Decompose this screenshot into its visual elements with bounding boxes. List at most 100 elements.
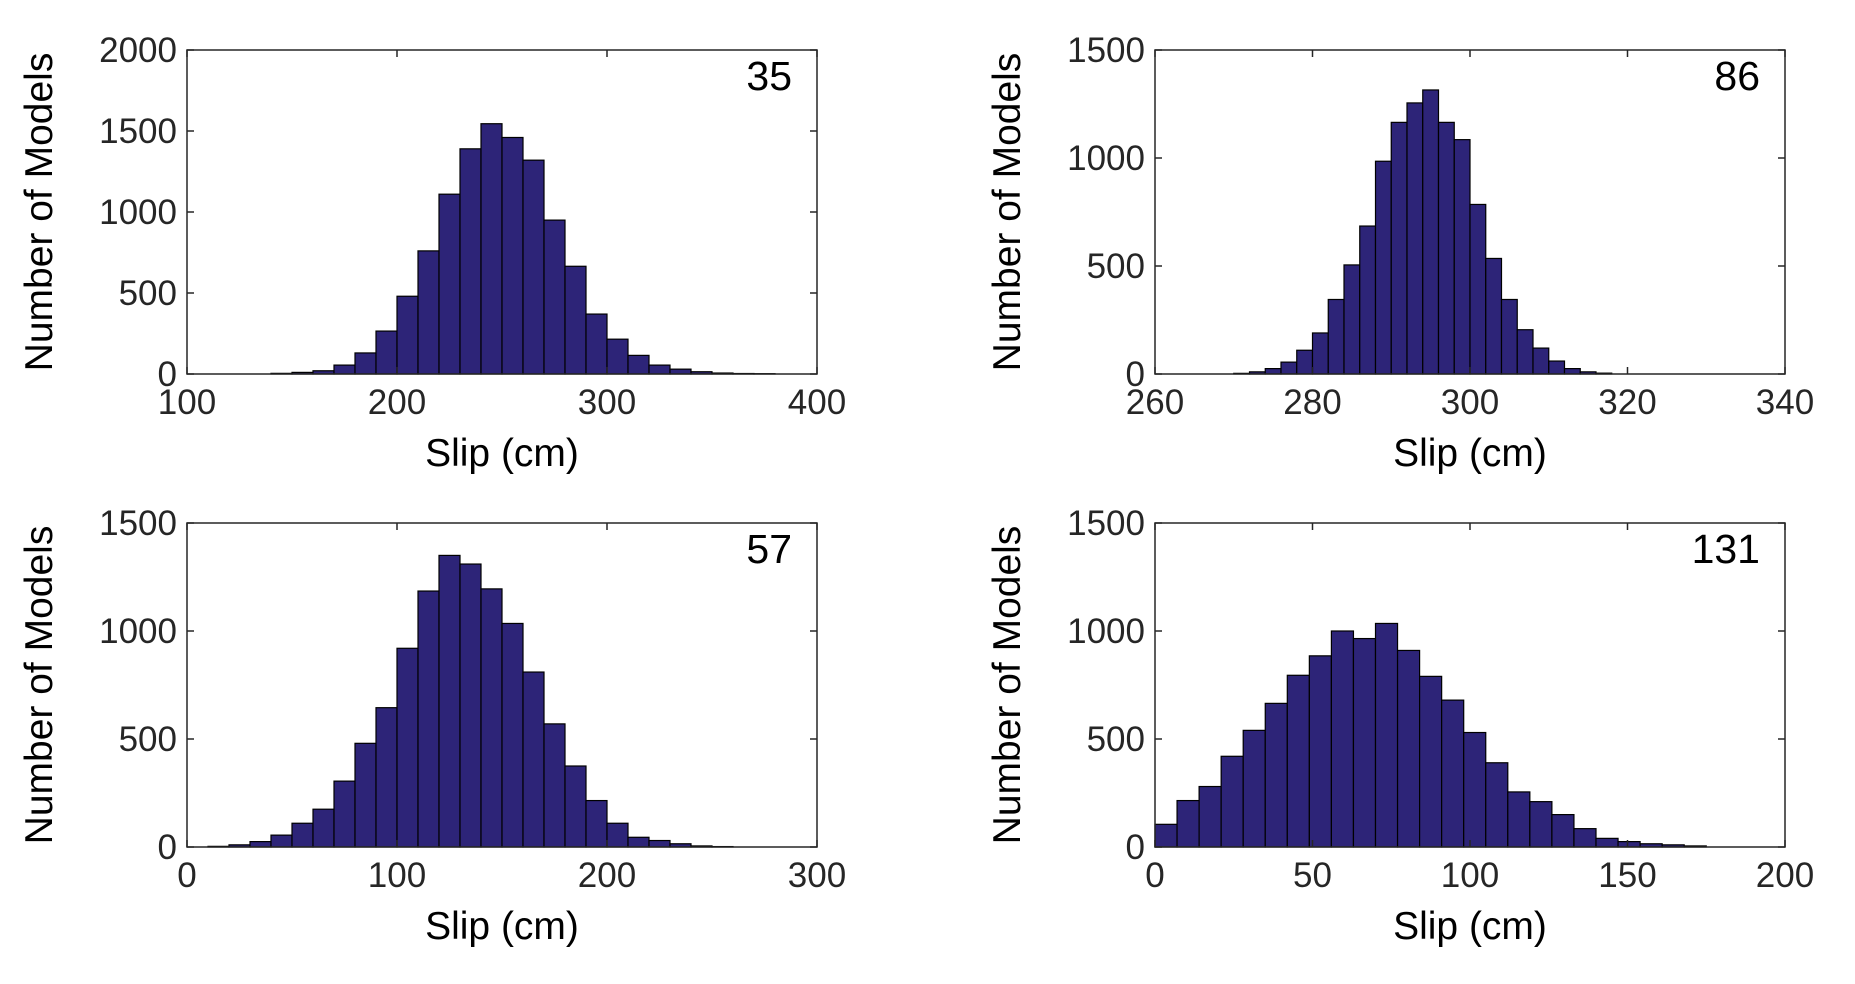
histogram-bar bbox=[375, 330, 398, 375]
histogram-bar bbox=[1296, 349, 1314, 375]
x-tick-label: 50 bbox=[1293, 856, 1332, 895]
histogram-bar bbox=[1359, 225, 1377, 375]
histogram-bar bbox=[438, 193, 461, 375]
x-tick-label: 280 bbox=[1283, 383, 1341, 422]
x-tick-label: 200 bbox=[578, 856, 636, 895]
x-tick-label: 100 bbox=[1441, 856, 1499, 895]
x-axis-title: Slip (cm) bbox=[1393, 432, 1547, 475]
histogram-bar bbox=[1573, 828, 1597, 848]
histogram-bar bbox=[501, 136, 524, 375]
y-tick-label: 500 bbox=[119, 720, 177, 759]
histogram-bar bbox=[522, 671, 545, 848]
histogram-panel-top-left: 100 200 300 400 0 500 1000 1500 2000 Slip (cm) Num… bbox=[18, 31, 846, 475]
histogram-bar bbox=[459, 563, 482, 848]
histogram-panel-bottom-left: 0 100 200 300 0 500 1000 1500 Slip (cm) Number of… bbox=[18, 504, 846, 948]
histogram-bar bbox=[1352, 637, 1377, 848]
histogram-bar bbox=[1453, 139, 1471, 375]
y-tick-label: 500 bbox=[1087, 720, 1145, 759]
y-tick-label: 500 bbox=[119, 274, 177, 313]
histogram-bar bbox=[627, 354, 650, 375]
histogram-bar bbox=[354, 742, 377, 848]
histogram-bar bbox=[585, 799, 608, 848]
y-tick-label: 1000 bbox=[99, 193, 177, 232]
histogram-bar bbox=[648, 839, 671, 848]
y-tick-label: 0 bbox=[1126, 355, 1145, 394]
y-axis-title: Number of Models bbox=[18, 53, 61, 372]
histogram-bar bbox=[1280, 361, 1298, 375]
histogram-bar bbox=[1563, 368, 1581, 375]
histogram-bar bbox=[1176, 799, 1200, 848]
histogram-bar bbox=[354, 352, 377, 375]
y-tick-label: 1500 bbox=[99, 504, 177, 543]
histogram-bar bbox=[1264, 702, 1288, 848]
x-tick-label: 300 bbox=[578, 383, 636, 422]
histogram-bar bbox=[1406, 102, 1424, 375]
histogram-bar bbox=[1390, 121, 1408, 375]
y-tick-label: 2000 bbox=[99, 31, 177, 70]
histogram-bar bbox=[627, 836, 650, 848]
histogram-bar bbox=[312, 808, 335, 848]
histogram-bar bbox=[1463, 731, 1487, 848]
histogram-bar bbox=[459, 148, 482, 375]
x-tick-label: 400 bbox=[788, 383, 846, 422]
histogram-bar bbox=[1327, 298, 1345, 375]
histogram-bar bbox=[564, 265, 587, 375]
x-axis-title: Slip (cm) bbox=[425, 905, 579, 948]
y-tick-label: 0 bbox=[158, 355, 177, 394]
histogram-bar bbox=[501, 622, 524, 848]
histogram-bar bbox=[1343, 264, 1361, 375]
histogram-bar bbox=[1198, 785, 1222, 848]
histogram-bar bbox=[1516, 329, 1534, 375]
y-tick-label: 500 bbox=[1087, 247, 1145, 286]
histogram-bar bbox=[606, 338, 629, 375]
histogram-bar bbox=[417, 590, 440, 848]
histogram-bar bbox=[1374, 160, 1392, 375]
panel-annotation: 57 bbox=[746, 526, 792, 572]
x-tick-label: 0 bbox=[1145, 856, 1164, 895]
histogram-bar bbox=[333, 364, 356, 375]
y-tick-label: 1500 bbox=[1067, 504, 1145, 543]
histogram-bar bbox=[249, 840, 272, 848]
y-tick-label: 1000 bbox=[99, 612, 177, 651]
histogram-bar bbox=[1396, 649, 1421, 848]
histogram-bar bbox=[1330, 630, 1355, 848]
histogram-bar bbox=[1500, 298, 1518, 375]
x-tick-label: 100 bbox=[158, 383, 216, 422]
histogram-bar bbox=[543, 723, 566, 848]
x-tick-label: 200 bbox=[1756, 856, 1814, 895]
y-tick-label: 1000 bbox=[1067, 612, 1145, 651]
y-tick-label: 0 bbox=[1126, 828, 1145, 867]
histogram-bar bbox=[333, 780, 356, 848]
histogram-bar bbox=[417, 250, 440, 375]
histogram-bar bbox=[1374, 622, 1399, 848]
histogram-bar bbox=[1264, 368, 1282, 375]
x-tick-label: 340 bbox=[1756, 383, 1814, 422]
histogram-bar bbox=[1485, 257, 1503, 375]
y-axis-title: Number of Models bbox=[986, 53, 1029, 372]
x-tick-label: 150 bbox=[1598, 856, 1656, 895]
y-tick-label: 1500 bbox=[1067, 31, 1145, 70]
histogram-bar bbox=[606, 822, 629, 848]
histogram-bar bbox=[480, 588, 503, 848]
histogram-bar bbox=[1532, 347, 1550, 375]
x-tick-label: 0 bbox=[177, 856, 196, 895]
x-tick-label: 300 bbox=[788, 856, 846, 895]
histogram-bar bbox=[1507, 791, 1531, 848]
histogram-bar bbox=[480, 123, 503, 375]
histogram-bar bbox=[1311, 332, 1329, 375]
histogram-bar bbox=[1551, 813, 1575, 848]
panel-annotation: 131 bbox=[1692, 526, 1760, 572]
y-tick-label: 0 bbox=[158, 828, 177, 867]
y-tick-label: 1500 bbox=[99, 112, 177, 151]
histogram-bar bbox=[375, 707, 398, 848]
histogram-bar bbox=[1437, 121, 1455, 375]
y-axis-title: Number of Models bbox=[18, 526, 61, 845]
histogram-bar bbox=[438, 554, 461, 848]
histogram-bar bbox=[1469, 203, 1487, 375]
histogram-bar bbox=[648, 364, 671, 375]
histogram-bar bbox=[1485, 762, 1509, 848]
histogram-bar bbox=[1220, 755, 1244, 848]
x-tick-label: 320 bbox=[1598, 383, 1656, 422]
histogram-bar bbox=[585, 313, 608, 375]
x-tick-label: 260 bbox=[1126, 383, 1184, 422]
